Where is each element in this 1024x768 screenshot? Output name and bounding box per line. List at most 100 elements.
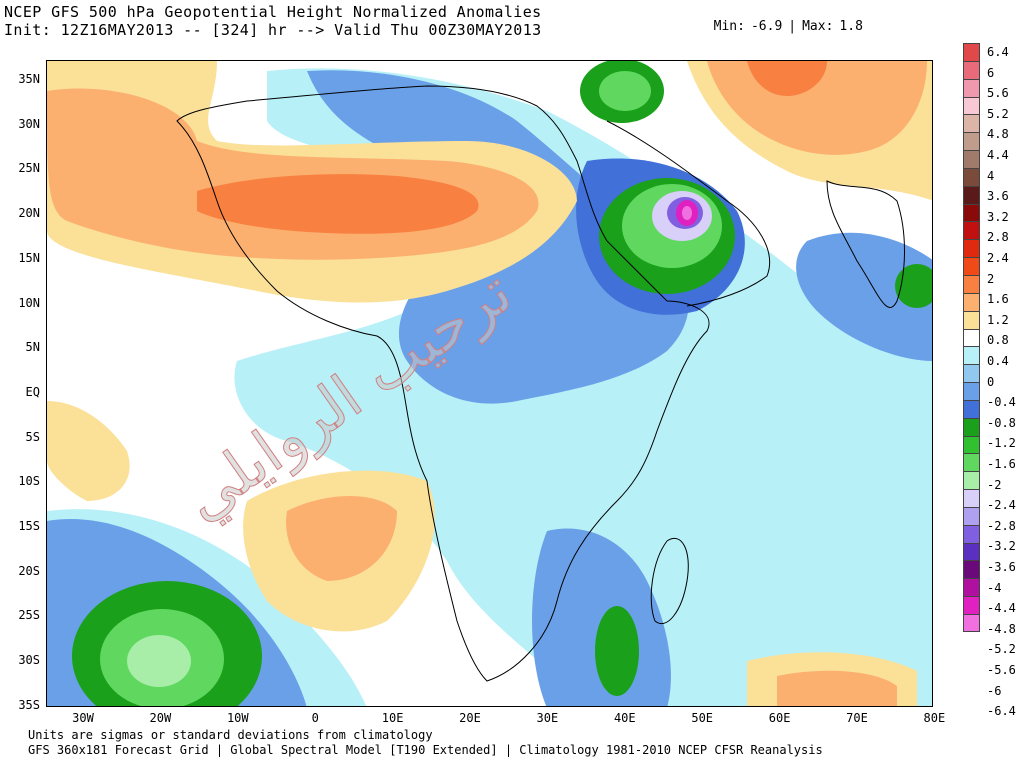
units-note: Units are sigmas or standard deviations … — [28, 728, 433, 742]
colorbar-label: 1.6 — [987, 292, 1009, 307]
colorbar-swatch — [963, 78, 980, 97]
max-value: 1.8 — [839, 19, 863, 34]
lon-label: 10E — [381, 711, 404, 725]
colorbar-label: -4 — [987, 580, 1002, 595]
colorbar-swatch — [963, 560, 980, 579]
colorbar-label: 6.4 — [987, 45, 1009, 59]
colorbar-swatch — [963, 310, 980, 329]
min-max-readout: Min: -6.9 | Max: 1.8 — [698, 4, 869, 34]
colorbar-label: 2.8 — [987, 230, 1009, 245]
colorbar-label: 3.2 — [987, 209, 1009, 224]
colorbar-swatch — [963, 132, 980, 151]
lat-label: 25N — [18, 161, 40, 176]
neg-anomaly-light-blue-central — [234, 68, 932, 706]
lon-label: 20E — [459, 711, 481, 725]
min-label: Min: — [713, 19, 745, 34]
madagascar-outline — [650, 538, 689, 624]
lon-label: 80E — [923, 711, 946, 725]
colorbar-swatch — [963, 257, 980, 275]
lat-label: 20N — [18, 206, 40, 221]
map-title: NCEP GFS 500 hPa Geopotential Height Nor… — [4, 3, 542, 21]
lon-label: 20W — [149, 711, 172, 725]
colorbar-label: 3.6 — [987, 189, 1009, 204]
lon-label: 10W — [226, 711, 249, 725]
min-value: -6.9 — [750, 19, 783, 34]
colorbar-label: 4 — [987, 168, 995, 183]
colorbar-label: 0.8 — [987, 333, 1009, 348]
max-label: Max: — [802, 19, 834, 34]
lon-label: 40E — [613, 711, 636, 725]
lat-label: 35S — [18, 697, 40, 712]
minmax-separator: | — [788, 19, 797, 34]
map-subtitle-init-valid: Init: 12Z16MAY2013 -- [324] hr --> Valid… — [4, 21, 542, 39]
pos-anomaly-middleeast-red — [747, 61, 827, 96]
colorbar-label: 2.4 — [987, 251, 1009, 265]
colorbar-swatch — [963, 596, 980, 614]
colorbar-label: -1.6 — [987, 457, 1016, 471]
colorbar-swatch — [963, 292, 980, 311]
colorbar-label: 5.6 — [987, 86, 1009, 101]
colorbar-label: -2 — [987, 477, 1002, 492]
colorbar-swatch — [963, 114, 980, 133]
lat-label: EQ — [25, 384, 40, 399]
colorbar-label: 1.2 — [987, 312, 1009, 327]
colorbar-swatch — [963, 43, 980, 61]
colorbar-label: 0.4 — [987, 354, 1009, 368]
colorbar-swatch — [963, 542, 980, 561]
colorbar-swatch — [963, 185, 980, 204]
lon-label: 0 — [311, 711, 319, 725]
arabia-outline — [606, 120, 771, 307]
lat-label: 10N — [18, 295, 40, 310]
lon-label: 30W — [72, 711, 94, 725]
neg-anomaly-green-moz — [595, 606, 639, 696]
colorbar-label: 4.4 — [987, 148, 1009, 162]
colorbar-label: -3.6 — [987, 560, 1016, 574]
lat-label: 25S — [18, 608, 40, 623]
colorbar-swatch — [963, 239, 980, 258]
lon-label: 30E — [536, 711, 559, 725]
colorbar-swatch — [963, 96, 980, 115]
colorbar-swatch — [963, 399, 980, 418]
colorbar-label: -3.2 — [987, 539, 1016, 554]
colorbar-swatch — [963, 60, 980, 79]
colorbar — [963, 43, 980, 632]
colorbar-label: -2.8 — [987, 518, 1016, 533]
colorbar-swatch — [963, 489, 980, 507]
colorbar-label: 2 — [987, 271, 995, 286]
colorbar-label: -1.2 — [987, 436, 1016, 451]
colorbar-label: -6 — [987, 683, 1002, 698]
pos-anomaly-southatlantic-orange — [286, 496, 397, 581]
colorbar-swatch — [963, 167, 980, 186]
colorbar-swatch — [963, 221, 980, 240]
colorbar-label: 5.2 — [987, 106, 1009, 121]
colorbar-swatch — [963, 578, 980, 597]
colorbar-label: -4.8 — [987, 621, 1016, 636]
colorbar-swatch — [963, 417, 980, 436]
neg-anomaly-green-india — [895, 264, 932, 308]
neg-anomaly-blue-india — [796, 232, 932, 361]
colorbar-swatch — [963, 382, 980, 400]
colorbar-label: -0.4 — [987, 395, 1016, 410]
colorbar-swatch — [963, 328, 980, 347]
colorbar-swatch — [963, 346, 980, 365]
lon-label: 60E — [768, 711, 791, 725]
colorbar-swatch — [963, 614, 980, 632]
lat-label: 30N — [18, 116, 40, 131]
lat-label: 5S — [25, 429, 40, 444]
lon-label: 70E — [846, 711, 868, 725]
colorbar-swatch — [963, 364, 980, 383]
colorbar-label: -4.4 — [987, 601, 1016, 616]
colorbar-label: 6 — [987, 65, 995, 80]
lat-label: 35N — [18, 72, 40, 86]
colorbar-swatch — [963, 524, 980, 543]
colorbar-swatch — [963, 203, 980, 222]
colorbar-label: -5.6 — [987, 663, 1016, 677]
colorbar-label: -5.2 — [987, 642, 1016, 657]
lat-label: 15S — [18, 519, 40, 533]
colorbar-label: -2.4 — [987, 498, 1016, 513]
lat-label: 10S — [18, 474, 40, 489]
colorbar-swatch — [963, 471, 980, 490]
lon-label: 50E — [691, 711, 714, 725]
colorbar-label: -0.8 — [987, 415, 1016, 430]
africa-coastline — [176, 85, 710, 682]
